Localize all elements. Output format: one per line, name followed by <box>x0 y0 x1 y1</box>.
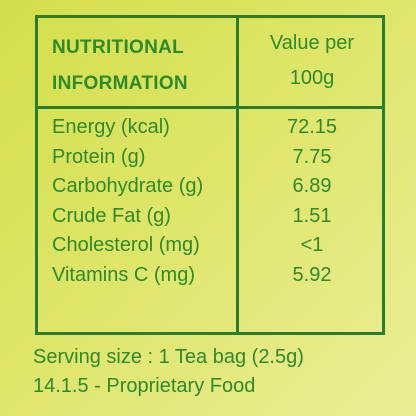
row-value: <1 <box>300 234 324 256</box>
row-value: 6.89 <box>292 175 332 197</box>
row-label: Crude Fat (g) <box>52 204 171 227</box>
row-label: Carbohydrate (g) <box>52 175 204 197</box>
row-value: 1.51 <box>292 204 332 227</box>
row-label: Energy (kcal) <box>52 116 170 138</box>
value-heading: 100g <box>289 67 335 89</box>
header-divider <box>35 106 385 109</box>
row-label: Cholesterol (mg) <box>52 234 200 256</box>
column-divider <box>236 15 239 335</box>
footer-line: 14.1.5 - Proprietary Food <box>33 375 256 397</box>
footer-line: Serving size : 1 Tea bag (2.5g) <box>33 346 304 368</box>
row-label: Protein (g) <box>52 145 146 168</box>
row-value: 72.15 <box>286 116 338 138</box>
header-title: NUTRITIONAL <box>52 37 185 58</box>
row-value: 5.92 <box>292 263 332 286</box>
row-value: 7.75 <box>292 145 332 168</box>
table-border <box>35 15 385 335</box>
row-label: Vitamins C (mg) <box>52 263 195 286</box>
header-title: INFORMATION <box>52 73 188 94</box>
value-heading: Value per <box>269 32 355 54</box>
